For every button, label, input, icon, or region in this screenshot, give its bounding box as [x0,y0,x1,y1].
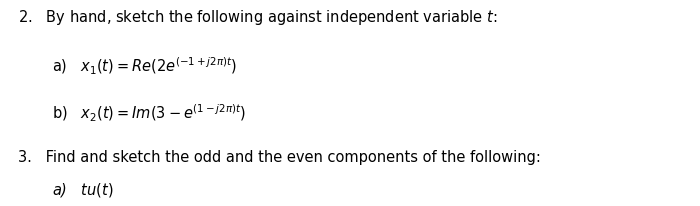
Text: 2.   By hand, sketch the following against independent variable $t$:: 2. By hand, sketch the following against… [18,8,497,27]
Text: 3.   Find and sketch the odd and the even components of the following:: 3. Find and sketch the odd and the even … [18,150,540,165]
Text: a)   $tu(t)$: a) $tu(t)$ [52,181,114,199]
Text: a)   $x_1(t) = Re(2e^{(-1+j2\pi)t})$: a) $x_1(t) = Re(2e^{(-1+j2\pi)t})$ [52,56,238,77]
Text: b)   $x_2(t) = Im(3 - e^{(1-j2\pi)t})$: b) $x_2(t) = Im(3 - e^{(1-j2\pi)t})$ [52,103,247,124]
